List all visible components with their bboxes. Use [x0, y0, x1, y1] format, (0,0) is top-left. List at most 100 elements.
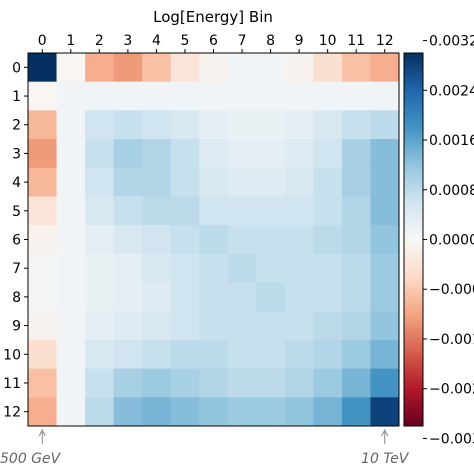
heatmap-cell-r7-c5	[170, 253, 200, 284]
heatmap-cell-r3-c10	[313, 139, 343, 169]
x-tick-label: 4	[152, 33, 161, 49]
heatmap-cell-r12-c9	[284, 397, 314, 427]
annotation-arrow-head	[38, 428, 46, 437]
heatmap-cell-r12-c8	[256, 397, 286, 427]
energy-annotation-label: 10 TeV	[361, 451, 410, 467]
heatmap-cell-r6-c11	[341, 225, 371, 255]
x-tick-label: 0	[38, 33, 47, 49]
heatmap-cell-r4-c7	[227, 167, 257, 197]
y-tick-label: 7	[12, 261, 21, 277]
heatmap-cell-r6-c10	[313, 225, 343, 255]
heatmap-cell-r7-c6	[199, 253, 229, 284]
heatmap-cell-r1-c8	[256, 81, 286, 111]
x-tick-label: 12	[376, 33, 394, 49]
heatmap-cell-r6-c1	[56, 225, 86, 255]
heatmap-cell-r11-c0	[28, 368, 58, 398]
y-tick-label: 11	[3, 376, 21, 392]
heatmap-cell-r0-c9	[284, 53, 314, 83]
heatmap-cell-r10-c6	[199, 339, 229, 370]
heatmap-cell-r1-c6	[199, 81, 229, 111]
heatmap-cell-r6-c12	[370, 225, 400, 255]
heatmap-cell-r1-c9	[284, 81, 314, 111]
heatmap-cell-r7-c0	[28, 253, 58, 284]
heatmap-cell-r2-c8	[256, 110, 286, 140]
colorbar-tick-label: 0.0032	[429, 34, 474, 50]
heatmap-cell-r3-c9	[284, 139, 314, 169]
heatmap-cell-r10-c3	[113, 339, 143, 370]
y-tick-label: 9	[12, 319, 21, 335]
heatmap-cell-r4-c2	[85, 167, 115, 197]
heatmap-cell-r1-c5	[170, 81, 200, 111]
heatmap-cell-r9-c10	[313, 311, 343, 341]
y-tick-label: 4	[12, 175, 21, 191]
heatmap-cell-r8-c10	[313, 282, 343, 312]
heatmap-cell-r12-c11	[341, 397, 371, 427]
heatmap-cell-r10-c5	[170, 339, 200, 370]
heatmap-cell-r0-c10	[313, 53, 343, 83]
heatmap-cell-r0-c1	[56, 53, 86, 83]
heatmap-cell-r5-c6	[199, 196, 229, 226]
heatmap-cell-r10-c1	[56, 339, 86, 370]
heatmap-cell-r0-c5	[170, 53, 200, 83]
heatmap-cell-r8-c2	[85, 282, 115, 312]
heatmap-cell-r6-c3	[113, 225, 143, 255]
heatmap-cell-r4-c6	[199, 167, 229, 197]
heatmap-cell-r3-c12	[370, 139, 400, 169]
colorbar-tick-label: 0.0024	[429, 83, 474, 99]
heatmap-cell-r0-c0	[28, 53, 58, 83]
heatmap-cell-r9-c0	[28, 311, 58, 341]
heatmap-cell-r11-c2	[85, 368, 115, 398]
heatmap-cells	[28, 53, 400, 427]
heatmap-cell-r2-c10	[313, 110, 343, 140]
heatmap-cell-r1-c4	[142, 81, 172, 111]
heatmap-cell-r10-c11	[341, 339, 371, 370]
colorbar-tick-label: 0.0016	[429, 133, 474, 149]
heatmap-cell-r11-c9	[284, 368, 314, 398]
heatmap-cell-r9-c7	[227, 311, 257, 341]
heatmap-cell-r10-c12	[370, 339, 400, 370]
heatmap-cell-r12-c5	[170, 397, 200, 427]
heatmap-cell-r5-c3	[113, 196, 143, 226]
heatmap-cell-r7-c9	[284, 253, 314, 284]
heatmap-cell-r7-c7	[227, 253, 257, 284]
heatmap-cell-r12-c4	[142, 397, 172, 427]
heatmap-cell-r11-c1	[56, 368, 86, 398]
heatmap-cell-r3-c2	[85, 139, 115, 169]
heatmap-cell-r3-c1	[56, 139, 86, 169]
heatmap-cell-r8-c12	[370, 282, 400, 312]
heatmap-cell-r8-c0	[28, 282, 58, 312]
colorbar: 0.0032 0.0024 0.0016 0.0008 0.0000 −0.0008 −0.…	[403, 34, 474, 447]
heatmap-cell-r11-c3	[113, 368, 143, 398]
y-tick-label: 12	[3, 405, 21, 421]
heatmap-cell-r11-c11	[341, 368, 371, 398]
heatmap-cell-r10-c7	[227, 339, 257, 370]
heatmap-cell-r11-c8	[256, 368, 286, 398]
colorbar-tick-label: −0.0008	[429, 282, 474, 298]
heatmap-cell-r4-c12	[370, 167, 400, 197]
heatmap-cell-r12-c10	[313, 397, 343, 427]
heatmap-cell-r9-c3	[113, 311, 143, 341]
heatmap-cell-r8-c7	[227, 282, 257, 312]
heatmap-cell-r6-c9	[284, 225, 314, 255]
heatmap-cell-r11-c5	[170, 368, 200, 398]
heatmap-cell-r12-c3	[113, 397, 143, 427]
x-tick-label: 6	[209, 33, 218, 49]
heatmap-cell-r2-c2	[85, 110, 115, 140]
heatmap-cell-r8-c8	[256, 282, 286, 312]
heatmap-cell-r7-c2	[85, 253, 115, 284]
heatmap-cell-r7-c3	[113, 253, 143, 284]
heatmap-cell-r0-c7	[227, 53, 257, 83]
x-tick-label: 5	[181, 33, 190, 49]
x-tick-label: 8	[266, 33, 275, 49]
heatmap-cell-r12-c7	[227, 397, 257, 427]
heatmap-cell-r10-c0	[28, 339, 58, 370]
heatmap-cell-r0-c8	[256, 53, 286, 83]
colorbar-tick-label: −0.0016	[429, 332, 474, 348]
colorbar-tick-label: −0.0024	[429, 382, 474, 398]
heatmap-cell-r5-c9	[284, 196, 314, 226]
heatmap-cell-r6-c8	[256, 225, 286, 255]
energy-annotation-label: 500 GeV	[0, 451, 62, 467]
heatmap-cell-r9-c12	[370, 311, 400, 341]
